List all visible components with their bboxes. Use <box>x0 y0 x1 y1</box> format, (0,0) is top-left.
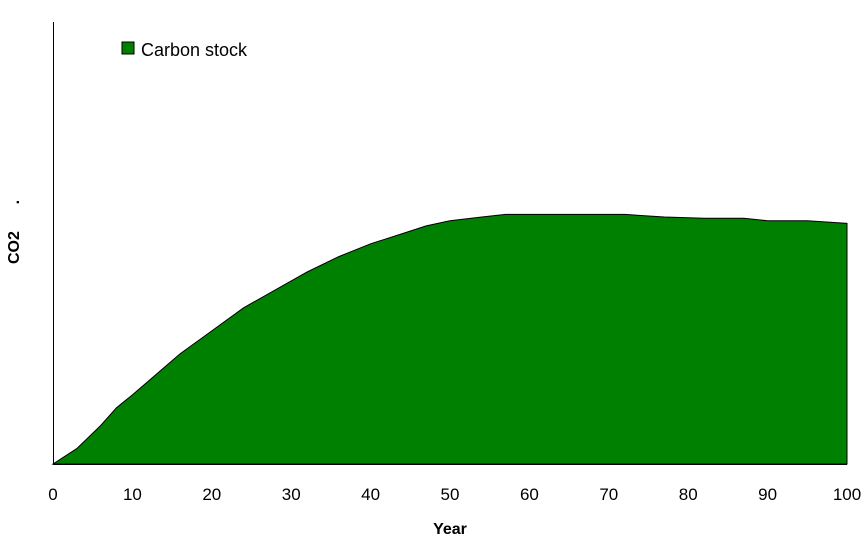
x-tick-labels: 0 10 20 30 40 50 60 70 80 90 100 <box>48 485 861 504</box>
x-tick-label: 0 <box>48 485 57 504</box>
x-tick-label: 70 <box>599 485 618 504</box>
legend-swatch <box>121 41 135 55</box>
axes <box>53 22 847 465</box>
x-tick-label: 100 <box>833 485 861 504</box>
plot-area <box>51 213 848 465</box>
x-tick-label: 50 <box>441 485 460 504</box>
x-tick-label: 90 <box>758 485 777 504</box>
x-tick-label: 80 <box>679 485 698 504</box>
x-tick-label: 30 <box>282 485 301 504</box>
legend-label: Carbon stock <box>141 40 248 60</box>
y-axis-title: CO2 . <box>6 200 23 264</box>
x-tick-label: 10 <box>123 485 142 504</box>
carbon-stock-area <box>51 213 848 465</box>
x-tick-label: 20 <box>202 485 221 504</box>
legend: Carbon stock <box>121 40 248 60</box>
x-tick-label: 60 <box>520 485 539 504</box>
x-axis-title: Year <box>433 521 467 538</box>
x-tick-label: 40 <box>361 485 380 504</box>
